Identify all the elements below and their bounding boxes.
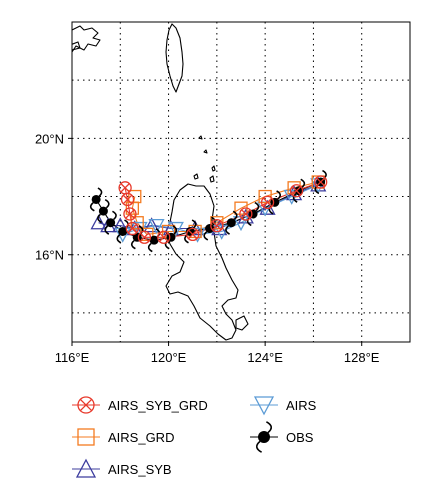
island-small-2 xyxy=(198,135,203,140)
track-point-obs xyxy=(116,219,129,244)
track-point-airs xyxy=(148,218,165,235)
track-point-obs xyxy=(97,198,110,224)
track-point-airs-grd xyxy=(210,216,224,230)
track-point-obs xyxy=(225,210,238,235)
x-tick-label: 124°E xyxy=(247,350,283,365)
track-point-airs xyxy=(167,221,184,237)
island-small-1 xyxy=(72,41,81,51)
track-point-airs-syb-grd xyxy=(239,207,253,221)
track-point-airs-syb-grd xyxy=(210,218,224,233)
legend-entry-airs-grd: AIRS_GRD xyxy=(72,428,174,446)
legend-marker xyxy=(77,428,95,446)
track-point-airs-syb-grd xyxy=(314,175,328,189)
legend-marker xyxy=(77,396,95,414)
track-point-obs xyxy=(292,178,306,203)
track-point-airs-syb-grd xyxy=(157,230,171,244)
legend: AIRS_SYB_GRD AIRS AIRS_GRD OBS AIRS_SYB xyxy=(72,396,317,478)
legend-entry-airs-syb-grd: AIRS_SYB_GRD xyxy=(72,396,208,414)
track-point-obs xyxy=(203,216,216,241)
track-point-obs xyxy=(104,210,117,235)
x-tick-label: 128°E xyxy=(344,350,380,365)
legend-entry-airs-syb: AIRS_SYB xyxy=(72,458,172,478)
track-markers xyxy=(89,169,328,253)
track-point-airs-grd xyxy=(128,189,142,204)
taiwan-coast xyxy=(165,23,184,93)
legend-label: AIRS_SYB xyxy=(108,462,172,477)
track-point-airs-syb-grd xyxy=(186,227,200,242)
y-tick-label: 20°N xyxy=(35,131,64,146)
track-point-airs-syb-grd xyxy=(260,195,275,210)
y-tick-label: 16°N xyxy=(35,248,64,263)
track-point-airs-syb xyxy=(90,214,107,230)
track-point-airs-grd xyxy=(258,189,272,204)
track-point-airs-syb-grd xyxy=(289,184,304,198)
island-small-7 xyxy=(235,315,249,331)
track-point-airs-syb-grd xyxy=(137,230,152,244)
legend-entry-airs: AIRS xyxy=(250,396,317,416)
legend-marker xyxy=(253,396,275,416)
x-tick-label: 116°E xyxy=(55,350,90,365)
track-point-obs xyxy=(89,187,103,212)
track-point-airs-syb-grd xyxy=(125,221,140,236)
island-small-3 xyxy=(203,149,208,154)
legend-label: OBS xyxy=(286,430,314,445)
legend-label: AIRS_SYB_GRD xyxy=(108,398,208,413)
legend-entry-obs: OBS xyxy=(250,421,314,453)
legend-marker xyxy=(256,421,272,453)
y-axis-ticks: 16°N 20°N xyxy=(35,131,72,263)
legend-label: AIRS xyxy=(286,398,317,413)
mainland-coast xyxy=(72,25,101,53)
track-point-airs-syb xyxy=(143,217,160,233)
island-small-5 xyxy=(193,173,199,180)
track-point-airs-syb-grd xyxy=(123,207,137,221)
track-point-airs-syb-grd xyxy=(118,181,132,195)
island-small-6 xyxy=(209,175,215,183)
island-small-4 xyxy=(211,165,216,172)
x-tick-label: 120°E xyxy=(151,350,187,365)
x-axis-ticks: 116°E 120°E 124°E 128°E xyxy=(55,342,380,365)
legend-marker xyxy=(75,458,97,478)
legend-label: AIRS_GRD xyxy=(108,430,174,445)
